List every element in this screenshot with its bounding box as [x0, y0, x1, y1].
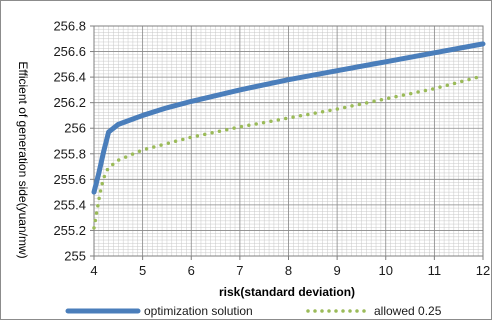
y-tick-label: 255.2 — [53, 223, 86, 238]
series-layer — [91, 41, 486, 230]
y-tick-label: 256.2 — [53, 95, 86, 110]
y-tick-label: 255.4 — [53, 197, 86, 212]
x-tick-label: 4 — [90, 263, 97, 278]
x-tick-label: 8 — [285, 263, 292, 278]
y-tick-label: 255.6 — [53, 172, 86, 187]
y-tick-label: 255.8 — [53, 146, 86, 161]
x-tick-label: 7 — [236, 263, 243, 278]
y-axis-tick-labels: 255 255.2 255.4 255.6 255.8 256 256.2 256.4 256.… — [53, 19, 86, 264]
x-tick-label: 10 — [379, 263, 393, 278]
x-axis-title: risk(standard deviation) — [219, 285, 355, 299]
y-tick-label: 256.8 — [53, 19, 86, 34]
major-gridlines — [90, 25, 484, 260]
y-tick-label: 256 — [64, 121, 86, 136]
y-tick-label: 255 — [64, 249, 86, 264]
legend-label-optimization-solution: optimization solution — [144, 304, 253, 318]
series-line-allowed — [92, 74, 485, 230]
x-axis-tick-labels: 4 5 6 7 8 9 10 11 12 — [90, 263, 490, 278]
y-axis-title: Efficient of generation side(yuan/mw) — [16, 61, 30, 258]
x-tick-label: 11 — [428, 263, 442, 278]
x-tick-label: 12 — [476, 263, 490, 278]
x-tick-label: 6 — [188, 263, 195, 278]
legend: optimization solution allowed 0.25 — [65, 304, 442, 318]
legend-label-allowed: allowed 0.25 — [374, 304, 442, 318]
series-line-optimization-solution — [91, 41, 486, 195]
plot-area-border — [93, 25, 484, 257]
x-tick-label: 9 — [334, 263, 341, 278]
y-tick-label: 256.4 — [53, 70, 86, 85]
y-tick-label: 256.6 — [53, 44, 86, 59]
x-tick-label: 5 — [139, 263, 146, 278]
